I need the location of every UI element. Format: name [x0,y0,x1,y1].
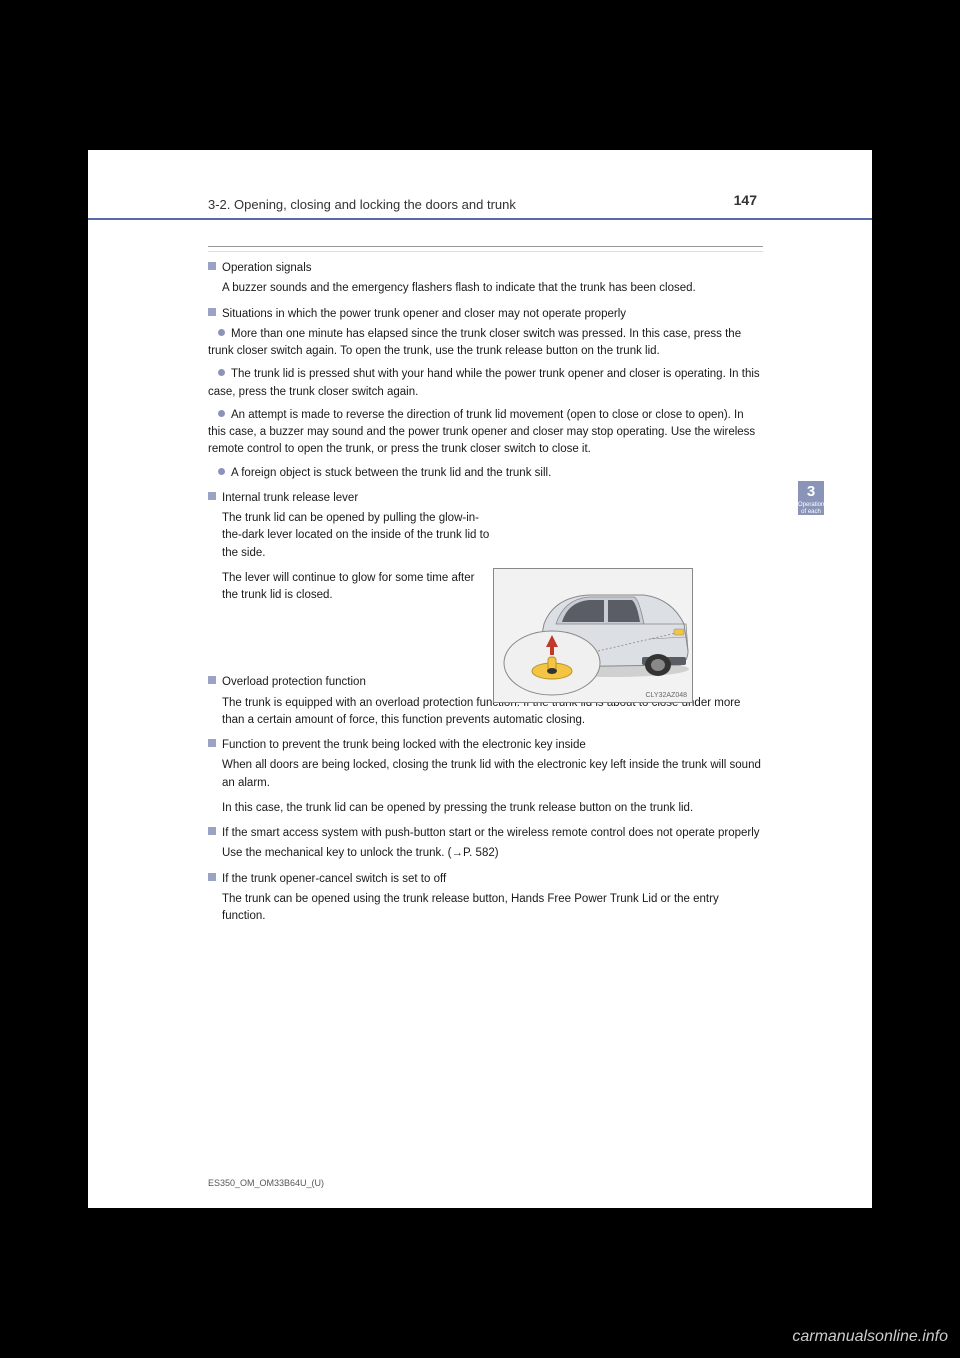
item-body: Use the mechanical key to unlock the tru… [222,845,763,862]
divider-shadow [208,251,763,252]
square-bullet-icon [208,262,216,270]
square-bullet-icon [208,492,216,500]
circle-bullet-icon [218,410,225,417]
sub-body: The trunk lid is pressed shut with your … [208,368,760,397]
sub-item: More than one minute has elapsed since t… [208,326,763,361]
item-body: A buzzer sounds and the emergency flashe… [222,280,763,297]
heading-text: Situations in which the power trunk open… [222,308,626,320]
item-heading: If the trunk opener-cancel switch is set… [208,871,763,888]
item-body: The lever will continue to glow for some… [222,570,492,605]
sub-item: A foreign object is stuck between the tr… [208,465,763,482]
heading-text: Internal trunk release lever [222,492,358,504]
chapter-number: 3 [807,483,815,500]
item-heading: Operation signals [208,260,763,277]
divider [208,246,763,247]
sub-item: The trunk lid is pressed shut with your … [208,366,763,401]
square-bullet-icon [208,827,216,835]
circle-bullet-icon [218,369,225,376]
item-body: The trunk lid can be opened by pulling t… [222,510,492,562]
page-number: 147 [734,192,757,208]
heading-text: Overload protection function [222,676,366,688]
item-heading: If the smart access system with push-but… [208,825,763,842]
item-heading: Function to prevent the trunk being lock… [208,737,763,754]
chapter-label: Operation of each component [798,502,824,523]
watermark: carmanualsonline.info [792,1328,948,1346]
item-body: The trunk can be opened using the trunk … [222,891,763,926]
chapter-tab: 3 Operation of each component [798,481,824,515]
square-bullet-icon [208,873,216,881]
item-body: When all doors are being locked, closing… [222,757,763,792]
manual-page: 147 3-2. Opening, closing and locking th… [88,150,872,1208]
heading-text: Operation signals [222,262,312,274]
square-bullet-icon [208,308,216,316]
trunk-release-figure: CLY32AZ048 [493,568,693,703]
figure-id: CLY32AZ048 [645,692,687,699]
circle-bullet-icon [218,329,225,336]
heading-text: If the trunk opener-cancel switch is set… [222,873,446,885]
square-bullet-icon [208,676,216,684]
section-title: 3-2. Opening, closing and locking the do… [208,197,516,212]
item-heading: Internal trunk release lever [208,490,763,507]
heading-text: If the smart access system with push-but… [222,827,760,839]
item-heading: Situations in which the power trunk open… [208,306,763,323]
sub-body: More than one minute has elapsed since t… [208,328,741,357]
sub-body: An attempt is made to reverse the direct… [208,409,755,456]
square-bullet-icon [208,739,216,747]
sub-item: An attempt is made to reverse the direct… [208,407,763,459]
doc-id-footer: ES350_OM_OM33B64U_(U) [208,1178,324,1188]
item-body: In this case, the trunk lid can be opene… [222,800,763,817]
circle-bullet-icon [218,468,225,475]
sub-body: A foreign object is stuck between the tr… [231,467,551,479]
heading-text: Function to prevent the trunk being lock… [222,739,586,751]
car-illustration-icon: CLY32AZ048 [494,569,692,702]
header-rule [88,218,872,220]
